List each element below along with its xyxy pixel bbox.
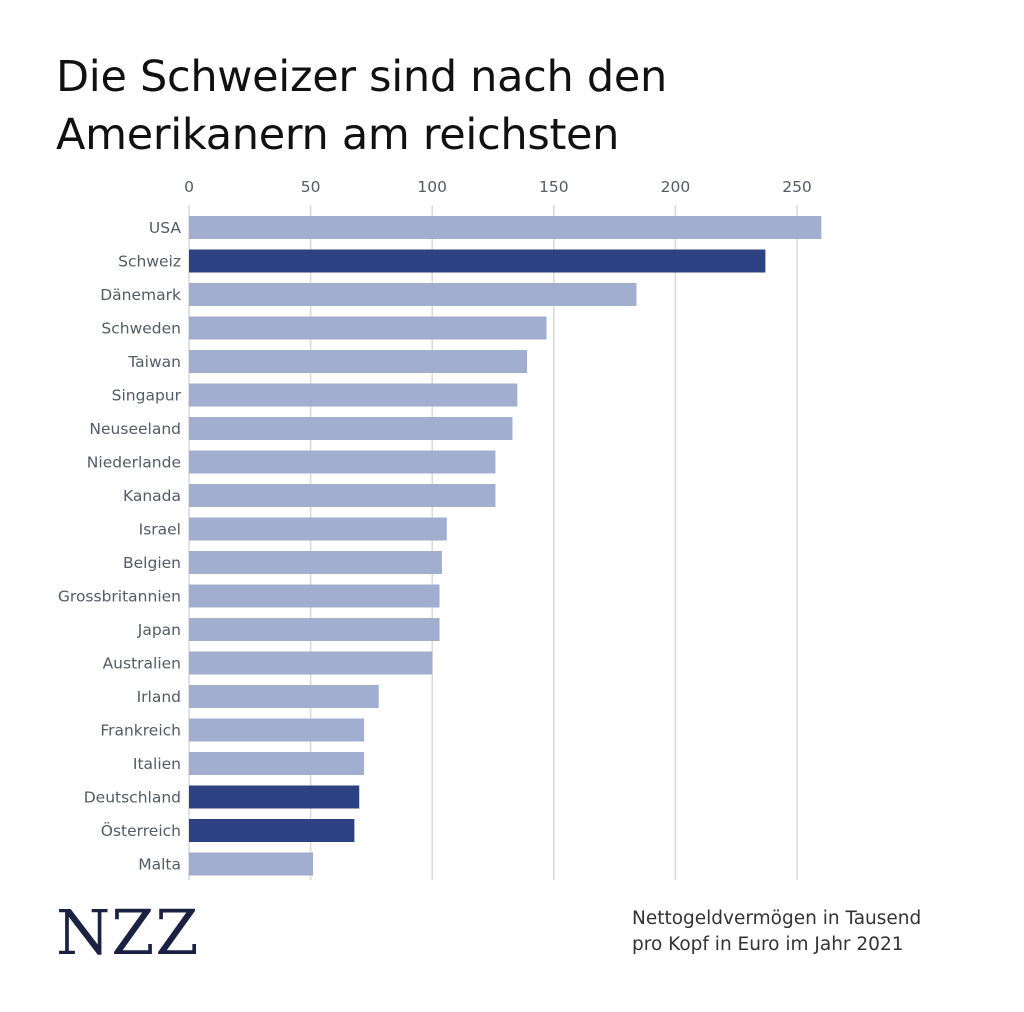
bar-singapur xyxy=(189,383,518,407)
chart-title-line: Amerikanern am reichsten xyxy=(56,110,620,160)
source-note-line: Nettogeldvermögen in Tausend xyxy=(632,908,922,929)
bar-neuseeland xyxy=(189,417,513,440)
category-label: Italien xyxy=(133,755,181,773)
category-label: Kanada xyxy=(123,487,181,505)
x-tick-label: 0 xyxy=(184,178,194,196)
category-label: Österreich xyxy=(101,821,181,840)
category-label: Deutschland xyxy=(84,789,181,807)
category-label: USA xyxy=(149,219,181,237)
bar-japan xyxy=(189,618,440,641)
bar-deutschland xyxy=(189,785,360,809)
category-label: Irland xyxy=(137,688,181,706)
category-label: Australien xyxy=(103,655,181,673)
category-label: Frankreich xyxy=(100,722,181,740)
chart-title: Die Schweizer sind nach den Amerikanern … xyxy=(56,48,956,164)
bar-usa xyxy=(189,216,822,239)
x-tick-label: 250 xyxy=(782,178,812,196)
bar-grossbritannien xyxy=(189,584,440,608)
category-label: Grossbritannien xyxy=(58,588,181,606)
bars xyxy=(189,216,822,876)
bar-taiwan xyxy=(189,350,528,373)
category-label: Neuseeland xyxy=(89,420,181,438)
bar-dänemark xyxy=(189,283,637,306)
source-note-line: pro Kopf in Euro im Jahr 2021 xyxy=(632,934,904,955)
category-label: Schweden xyxy=(101,320,181,338)
x-tick-label: 50 xyxy=(301,178,321,196)
x-tick-label: 150 xyxy=(539,178,569,196)
bar-belgien xyxy=(189,551,442,574)
bar-kanada xyxy=(189,484,496,507)
bar-frankreich xyxy=(189,718,365,742)
bar-irland xyxy=(189,685,379,708)
category-label: Malta xyxy=(138,856,181,874)
category-label: Niederlande xyxy=(87,454,181,472)
bar-italien xyxy=(189,752,365,775)
category-label: Belgien xyxy=(123,554,181,572)
category-label: Japan xyxy=(137,621,181,639)
bar-malta xyxy=(189,852,314,876)
bar-niederlande xyxy=(189,450,496,474)
x-tick-label: 200 xyxy=(661,178,691,196)
bar-israel xyxy=(189,517,447,541)
bar-schweiz xyxy=(189,249,766,273)
gridlines xyxy=(188,205,798,880)
x-tick-label: 100 xyxy=(417,178,447,196)
category-labels: USA Schweiz Dänemark Schweden Taiwan Singapur… xyxy=(58,219,182,874)
x-axis-ticks: 0 50 100 150 200 250 xyxy=(184,178,812,196)
source-note: Nettogeldvermögen in Tausend pro Kopf in… xyxy=(632,906,992,958)
bar-österreich xyxy=(189,819,355,842)
category-label: Schweiz xyxy=(118,253,181,271)
category-label: Dänemark xyxy=(100,286,181,304)
nzz-logo: NZZ xyxy=(56,896,200,969)
bar-schweden xyxy=(189,316,547,340)
chart-title-line: Die Schweizer sind nach den xyxy=(56,52,667,102)
category-label: Taiwan xyxy=(127,353,181,371)
category-label: Israel xyxy=(139,521,181,539)
bar-australien xyxy=(189,651,433,675)
category-label: Singapur xyxy=(112,387,182,405)
